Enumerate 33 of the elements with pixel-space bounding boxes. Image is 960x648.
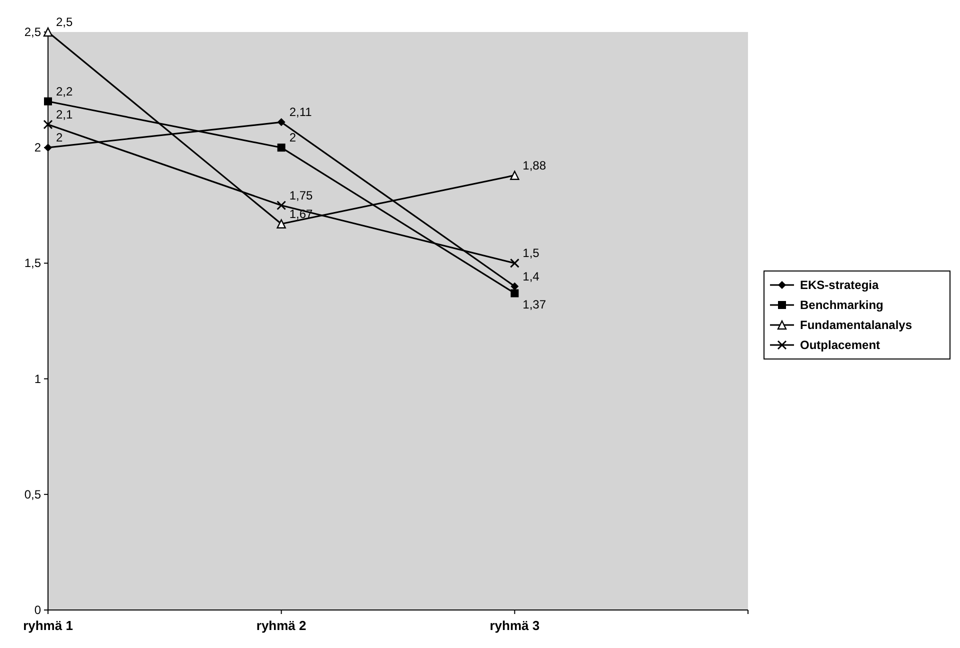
data-label: 1,75 bbox=[289, 188, 314, 202]
data-label: 2,11 bbox=[289, 105, 312, 120]
y-tick-label: 2,5 bbox=[24, 25, 42, 39]
data-label: 1,4 bbox=[522, 269, 540, 284]
data-label: 2,2 bbox=[56, 84, 74, 98]
legend-label: Fundamentalanalys bbox=[800, 318, 912, 332]
y-tick-label: 1,5 bbox=[24, 256, 42, 270]
point bbox=[44, 144, 52, 152]
point bbox=[277, 118, 286, 126]
data-label: 2,5 bbox=[56, 15, 74, 29]
data-label: 1,37 bbox=[522, 297, 546, 312]
legend-label: EKS-strategia bbox=[800, 278, 880, 292]
point bbox=[510, 289, 519, 298]
data-label: 2,1 bbox=[56, 107, 74, 122]
point bbox=[44, 97, 52, 106]
point bbox=[510, 282, 519, 290]
point bbox=[276, 200, 286, 210]
legend-label: Outplacement bbox=[800, 338, 880, 352]
data-label: 1,5 bbox=[522, 246, 540, 260]
data-label: 2 bbox=[56, 130, 63, 145]
data-label: 2 bbox=[289, 130, 296, 145]
x-tick-label: ryhmä 2 bbox=[256, 618, 306, 633]
y-tick-label: 2 bbox=[34, 140, 42, 155]
legend-label: Benchmarking bbox=[800, 298, 884, 312]
y-tick-label: 0,5 bbox=[24, 487, 42, 502]
data-label: 1,88 bbox=[522, 158, 546, 172]
point bbox=[510, 258, 520, 268]
y-tick-label: 1 bbox=[34, 372, 42, 386]
x-tick-label: ryhmä 1 bbox=[23, 618, 73, 633]
point bbox=[43, 120, 53, 130]
point bbox=[277, 144, 286, 152]
y-tick-label: 0 bbox=[34, 603, 42, 617]
x-tick-label: ryhmä 3 bbox=[490, 618, 540, 633]
